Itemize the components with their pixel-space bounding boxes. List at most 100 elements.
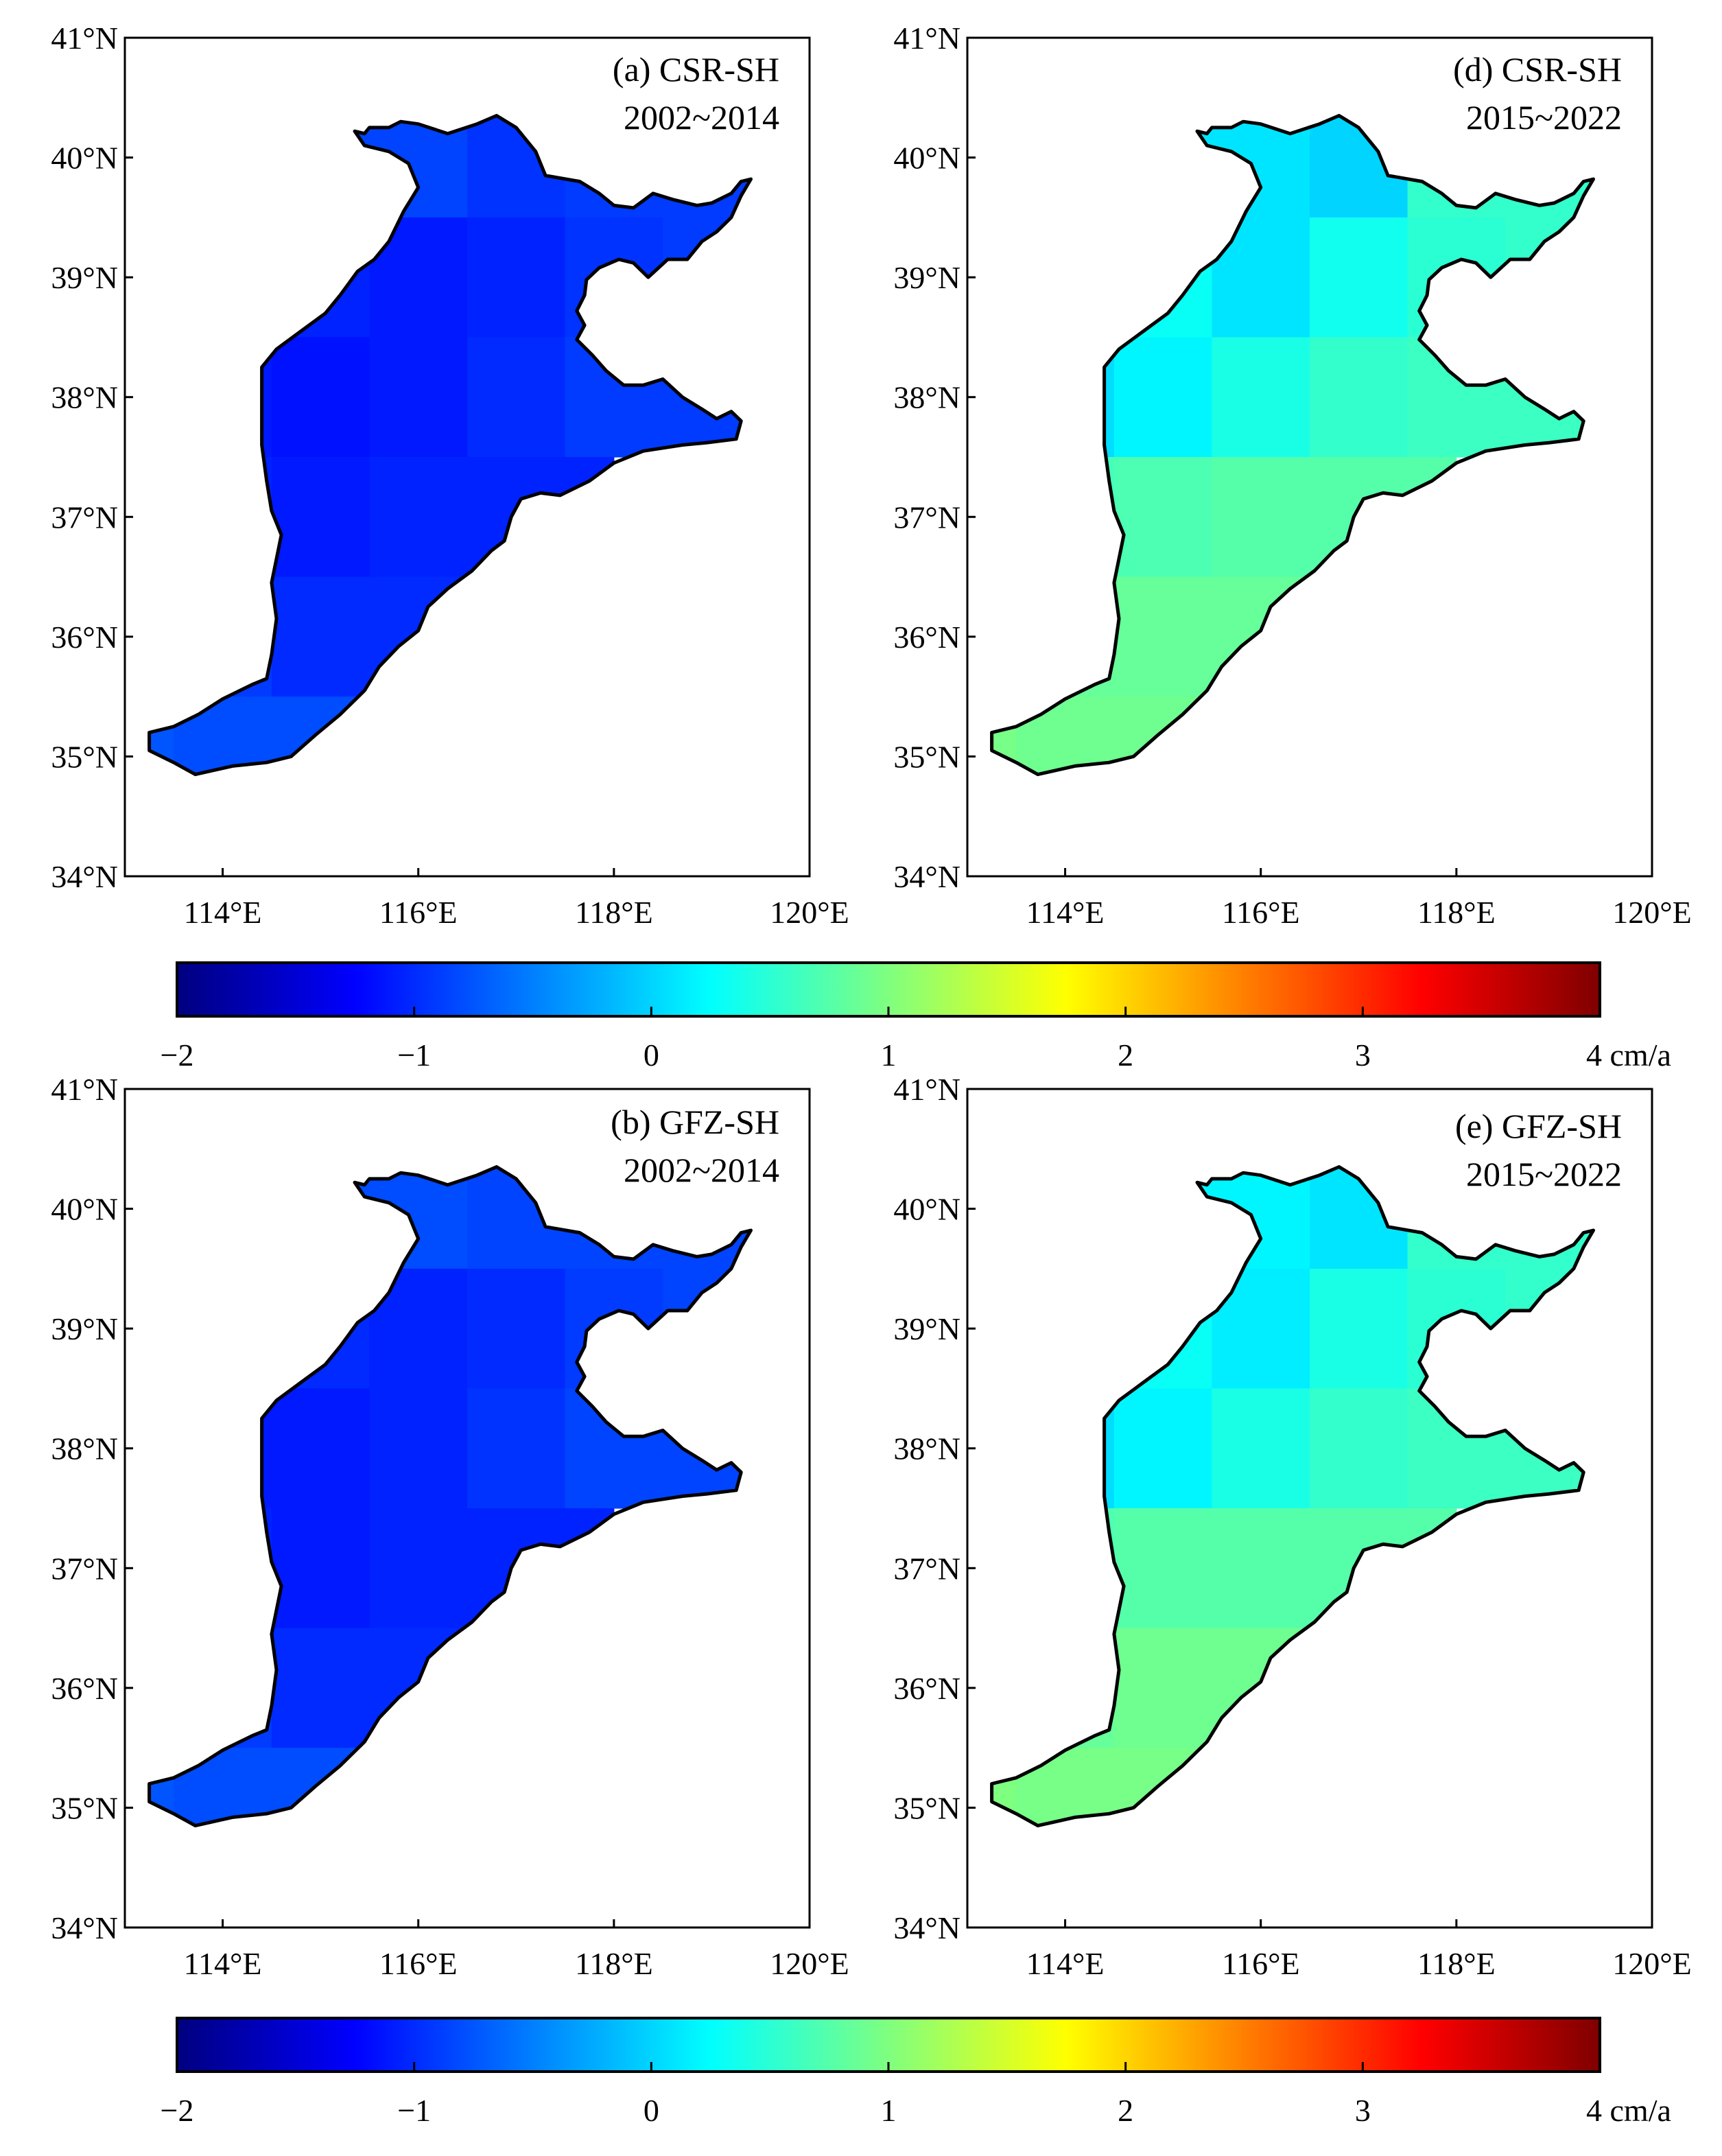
colorbar-top: −2 −1 0 1 2 3 4 cm/a [161, 961, 1671, 1073]
lon-label: 118°E [575, 895, 653, 930]
latitude-labels: 34°N 35°N 36°N 37°N 38°N 39°N 40°N 41°N [893, 21, 976, 894]
lon-label: 114°E [1026, 1946, 1105, 1981]
lat-label: 41°N [893, 21, 960, 56]
lon-label: 116°E [379, 1946, 458, 1981]
lon-label: 114°E [1026, 895, 1105, 930]
lat-label: 39°N [893, 260, 960, 295]
lon-label: 120°E [770, 1946, 849, 1981]
lat-label: 39°N [893, 1311, 960, 1346]
colorbar-label: 1 [881, 2093, 897, 2128]
panel-b: 34°N35°N36°N37°N38°N39°N40°N41°N 114°E 11… [51, 1072, 849, 1981]
lat-label: 36°N [893, 1671, 960, 1706]
longitude-labels: 114°E 116°E 118°E 120°E [184, 1919, 849, 1981]
latitude-labels: 34°N 35°N 36°N 37°N 38°N 39°N 40°N 41°N [51, 1072, 133, 1945]
colorbar-label: 0 [644, 1038, 659, 1073]
grid-cell [271, 457, 370, 578]
panel-title: (e) GFZ-SH [1455, 1107, 1622, 1145]
colorbar-label: 2 [1118, 1038, 1133, 1073]
lat-label: 40°N [893, 141, 960, 176]
panel-title: (a) CSR-SH [613, 50, 779, 89]
longitude-labels: 114°E 116°E 118°E 120°E [184, 868, 849, 930]
grid-cell [1113, 1388, 1213, 1509]
colorbar-label: −2 [161, 1038, 194, 1073]
panel-period: 2015~2022 [1466, 1155, 1622, 1193]
colorbar-label: 0 [644, 2093, 659, 2128]
lat-label: 34°N [51, 859, 118, 894]
lat-label: 39°N [51, 260, 118, 295]
grid-cell [1310, 217, 1408, 338]
lat-label: 38°N [51, 380, 118, 415]
lat-label: 39°N [51, 1311, 118, 1346]
grid-cell [271, 1388, 370, 1509]
colorbar-label: 4 cm/a [1586, 2093, 1671, 2128]
panel-period: 2002~2014 [624, 1151, 779, 1189]
lon-label: 116°E [1222, 1946, 1300, 1981]
grid-cell [369, 337, 468, 458]
colorbar-label: 3 [1355, 2093, 1371, 2128]
lon-label: 114°E [184, 895, 262, 930]
lat-label: 38°N [51, 1431, 118, 1466]
colorbar-label: 2 [1118, 2093, 1133, 2128]
grid-cell [1113, 457, 1213, 578]
lat-label: 38°N [893, 380, 960, 415]
lat-label: 36°N [51, 1671, 118, 1706]
grid-cell [467, 337, 566, 458]
grid-cell [1212, 337, 1310, 458]
lon-label: 116°E [379, 895, 458, 930]
grid-cell [1113, 1508, 1213, 1629]
colorbar-label: 3 [1355, 1038, 1371, 1073]
lat-label: 40°N [893, 1192, 960, 1227]
lon-label: 120°E [1612, 1946, 1692, 1981]
lat-label: 35°N [51, 1790, 118, 1825]
lon-label: 120°E [770, 895, 849, 930]
grid-cell [1310, 1388, 1408, 1509]
grid-cell [271, 337, 370, 458]
lat-label: 37°N [51, 500, 118, 535]
panel-title: (d) CSR-SH [1453, 50, 1622, 89]
region-boundary [148, 1165, 753, 1828]
grid-cell [467, 1388, 566, 1509]
grid-cell [1212, 1388, 1310, 1509]
colorbar-label: −1 [397, 2093, 431, 2128]
grid-cell [369, 1388, 468, 1509]
longitude-labels: 114°E 116°E 118°E 120°E [1026, 868, 1692, 930]
lon-label: 118°E [1417, 1946, 1496, 1981]
grid-cell [1310, 1268, 1408, 1390]
lat-label: 40°N [51, 1192, 118, 1227]
lat-label: 37°N [893, 1551, 960, 1586]
lat-label: 41°N [893, 1072, 960, 1107]
grid-cell [467, 1268, 566, 1390]
grid-cell [467, 217, 566, 338]
grid-cell [271, 1508, 370, 1629]
region-boundary [148, 114, 753, 777]
panel-e: 34°N35°N36°N37°N38°N39°N40°N41°N 114°E 11… [893, 1072, 1692, 1981]
colorbar-label: −1 [397, 1038, 431, 1073]
lat-label: 37°N [893, 500, 960, 535]
region-boundary [990, 1165, 1595, 1828]
lon-label: 118°E [575, 1946, 653, 1981]
panel-period: 2002~2014 [624, 98, 779, 137]
lat-label: 40°N [51, 141, 118, 176]
region-boundary [990, 114, 1595, 777]
lat-label: 35°N [893, 739, 960, 774]
colorbar-bottom: −2 −1 0 1 2 3 4 cm/a [161, 2017, 1671, 2128]
lat-label: 35°N [51, 739, 118, 774]
lat-label: 41°N [51, 21, 118, 56]
lat-label: 34°N [51, 1910, 118, 1945]
lat-label: 37°N [51, 1551, 118, 1586]
lat-label: 35°N [893, 1790, 960, 1825]
panel-title: (b) GFZ-SH [611, 1103, 779, 1141]
lat-label: 41°N [51, 1072, 118, 1107]
panel-d: 34°N35°N36°N37°N38°N39°N40°N41°N 114°E 11… [893, 21, 1692, 930]
lat-label: 36°N [893, 620, 960, 655]
colorbar-label: 1 [881, 1038, 897, 1073]
lon-label: 116°E [1222, 895, 1300, 930]
panel-a: 34°N35°N36°N37°N38°N39°N40°N41°N 114°E 11… [51, 21, 849, 930]
lon-label: 120°E [1612, 895, 1692, 930]
grid-cell [1310, 337, 1408, 458]
colorbar-label: 4 cm/a [1586, 1038, 1671, 1073]
lat-label: 36°N [51, 620, 118, 655]
lon-label: 118°E [1417, 895, 1496, 930]
colorbar-ticks: −2 −1 0 1 2 3 4 cm/a [161, 2062, 1671, 2128]
